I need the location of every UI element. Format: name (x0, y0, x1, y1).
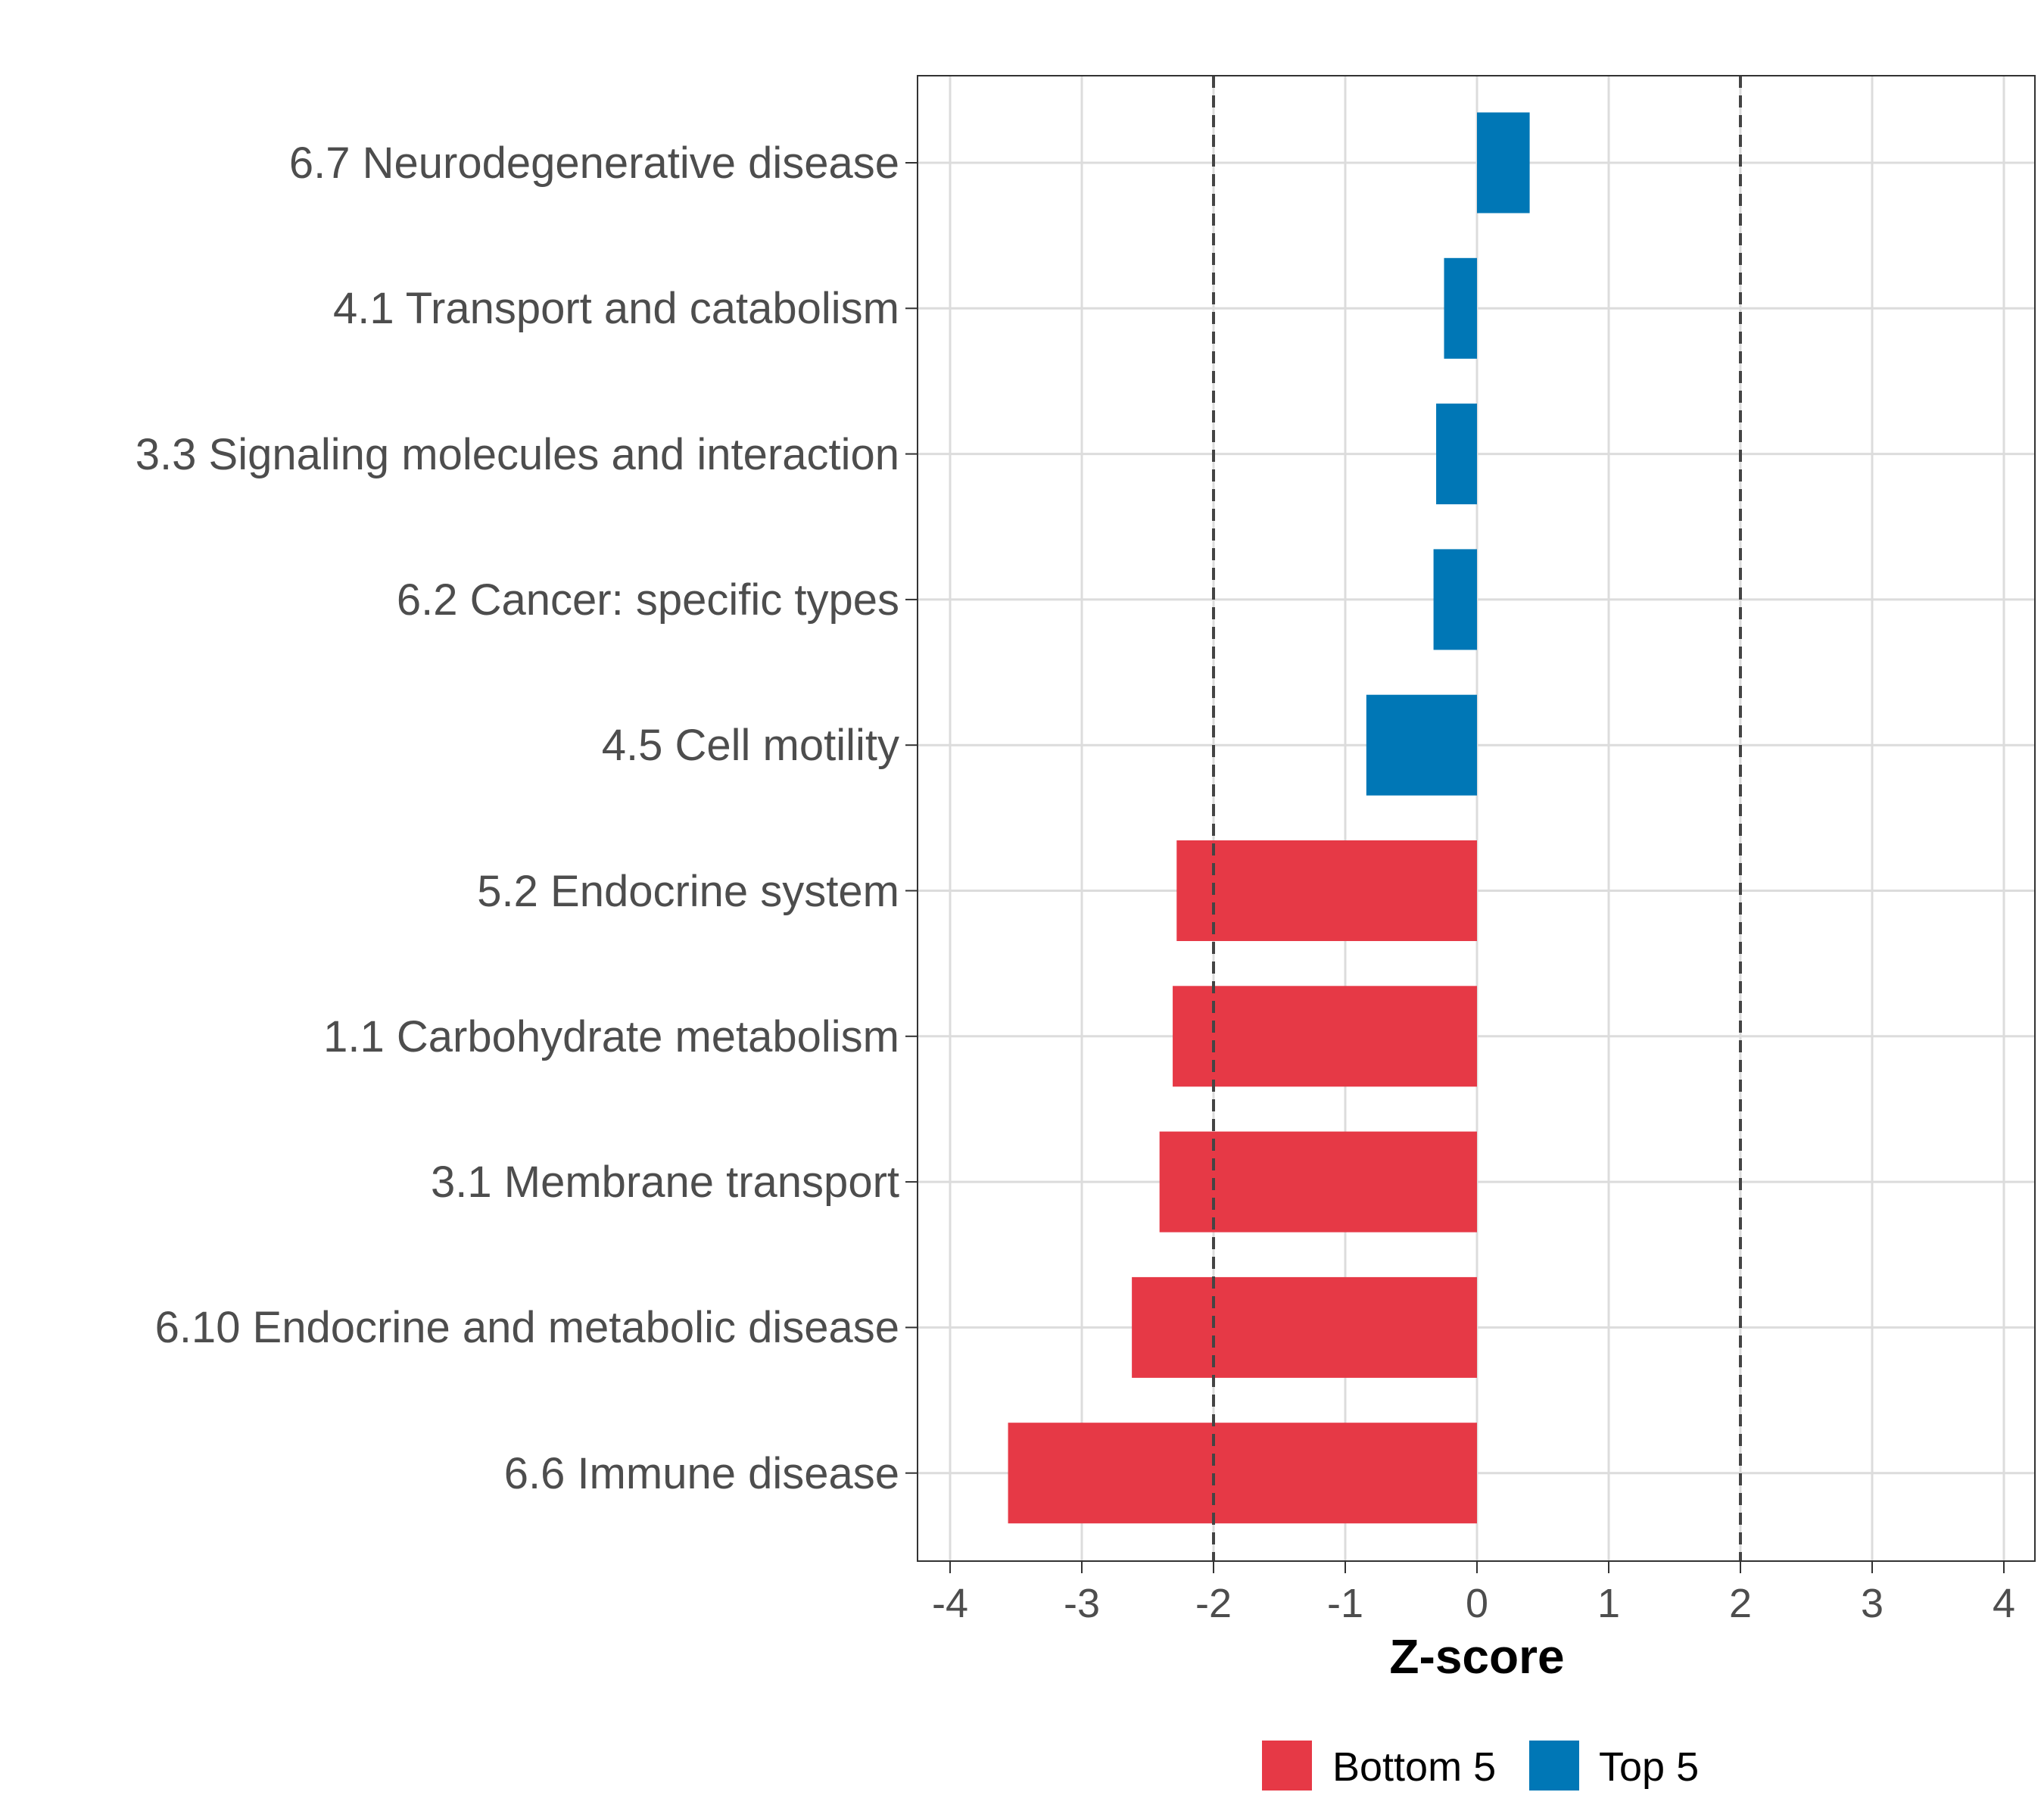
y-tick-label: 6.10 Endocrine and metabolic disease (155, 1303, 899, 1352)
x-tick-label: 4 (1993, 1581, 2015, 1626)
x-tick-label: 0 (1466, 1581, 1488, 1626)
x-tick-label: -3 (1064, 1581, 1100, 1626)
x-tick-label: -2 (1195, 1581, 1232, 1626)
bar (1444, 257, 1477, 359)
bar (1477, 112, 1530, 213)
bar (1433, 549, 1477, 650)
x-tick-label: 3 (1861, 1581, 1884, 1626)
legend-key-top-5 (1529, 1741, 1579, 1791)
y-tick-label: 6.2 Cancer: specific types (397, 575, 899, 625)
y-tick-label: 5.2 Endocrine system (477, 867, 899, 916)
legend-key-bottom-5 (1262, 1741, 1312, 1791)
bar (1366, 694, 1477, 796)
bar (1132, 1276, 1477, 1378)
x-tick-label: -4 (932, 1581, 968, 1626)
reference-lines (1212, 76, 1742, 1561)
y-tick-label: 6.6 Immune disease (504, 1449, 899, 1498)
y-tick-label: 4.5 Cell motility (602, 721, 899, 770)
y-tick-label: 3.1 Membrane transport (431, 1158, 899, 1207)
bars (1008, 112, 1530, 1524)
x-axis-title: Z-score (1389, 1629, 1564, 1684)
bar (1159, 1131, 1477, 1233)
x-axis-labels: -4 -3 -2 -1 0 1 2 3 4 (932, 1581, 2015, 1626)
x-tick-label: -1 (1327, 1581, 1363, 1626)
bar (1176, 840, 1477, 941)
axis-ticks (905, 162, 2005, 1573)
legend: Bottom 5 Top 5 (1262, 1741, 1699, 1791)
legend-label: Top 5 (1599, 1744, 1699, 1790)
y-tick-label: 1.1 Carbohydrate metabolism (323, 1012, 899, 1061)
bar (1173, 986, 1477, 1087)
x-tick-label: 2 (1729, 1581, 1752, 1626)
x-tick-label: 1 (1597, 1581, 1620, 1626)
legend-label: Bottom 5 (1332, 1744, 1496, 1790)
y-tick-label: 3.3 Signaling molecules and interaction (136, 430, 899, 479)
y-tick-label: 4.1 Transport and catabolism (333, 284, 899, 333)
y-tick-label: 6.7 Neurodegenerative disease (289, 139, 899, 188)
bar (1008, 1423, 1477, 1524)
y-axis-labels: 6.7 Neurodegenerative disease 4.1 Transp… (136, 139, 899, 1498)
bar (1436, 404, 1477, 505)
